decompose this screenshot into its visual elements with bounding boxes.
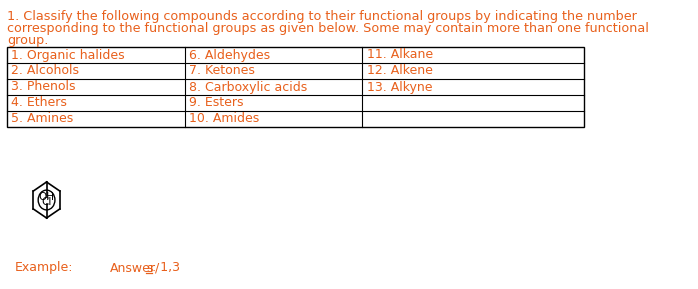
Text: 2. Alcohols: 2. Alcohols [11, 64, 79, 77]
Text: 11. Alkane: 11. Alkane [366, 49, 433, 62]
Text: 8. Carboxylic acids: 8. Carboxylic acids [188, 81, 307, 94]
Text: corresponding to the functional groups as given below. Some may contain more tha: corresponding to the functional groups a… [7, 22, 648, 35]
Text: 3. Phenols: 3. Phenols [11, 81, 75, 94]
Text: 9. Esters: 9. Esters [188, 97, 244, 110]
Text: 1. Organic halides: 1. Organic halides [11, 49, 125, 62]
Text: Example:: Example: [15, 262, 74, 275]
Text: 4. Ethers: 4. Ethers [11, 97, 67, 110]
Text: 12. Alkene: 12. Alkene [366, 64, 433, 77]
Text: 5. Amines: 5. Amines [11, 112, 73, 125]
Text: 1. Classify the following compounds according to their functional groups by indi: 1. Classify the following compounds acco… [7, 10, 637, 23]
Text: group.: group. [7, 34, 48, 47]
Text: 6. Aldehydes: 6. Aldehydes [188, 49, 270, 62]
Bar [7, 47, 584, 127]
Text: OH: OH [38, 192, 54, 202]
Text: Answer/: Answer/ [110, 262, 161, 275]
Text: 7. Ketones: 7. Ketones [188, 64, 255, 77]
Text: 10. Amides: 10. Amides [188, 112, 259, 125]
Text: : 1,3: : 1,3 [152, 262, 180, 275]
Text: 13. Alkyne: 13. Alkyne [366, 81, 432, 94]
Text: Cl: Cl [41, 197, 52, 207]
Text: s: s [147, 262, 153, 275]
